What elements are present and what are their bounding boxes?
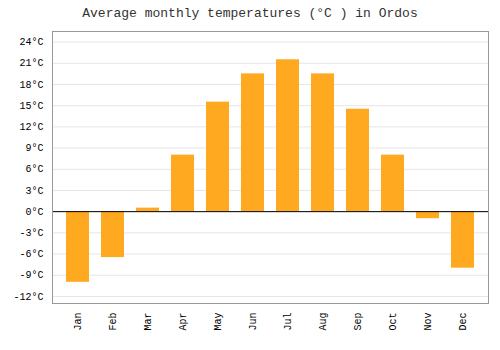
svg-text:Jun: Jun bbox=[248, 313, 259, 331]
svg-text:Mar: Mar bbox=[143, 313, 154, 331]
svg-text:0°C: 0°C bbox=[25, 207, 43, 218]
svg-text:Aug: Aug bbox=[318, 313, 329, 331]
svg-text:Oct: Oct bbox=[388, 313, 399, 331]
svg-text:6°C: 6°C bbox=[25, 164, 43, 175]
svg-text:-9°C: -9°C bbox=[19, 270, 43, 281]
svg-text:Feb: Feb bbox=[108, 313, 119, 331]
svg-text:-6°C: -6°C bbox=[19, 249, 43, 260]
svg-text:9°C: 9°C bbox=[25, 143, 43, 154]
svg-text:Sep: Sep bbox=[353, 313, 364, 331]
svg-text:Dec: Dec bbox=[458, 313, 469, 331]
svg-text:24°C: 24°C bbox=[19, 37, 43, 48]
svg-text:21°C: 21°C bbox=[19, 58, 43, 69]
svg-text:12°C: 12°C bbox=[19, 122, 43, 133]
svg-text:15°C: 15°C bbox=[19, 101, 43, 112]
svg-text:-3°C: -3°C bbox=[19, 228, 43, 239]
svg-text:May: May bbox=[213, 313, 224, 331]
svg-text:3°C: 3°C bbox=[25, 186, 43, 197]
svg-text:Jul: Jul bbox=[283, 313, 294, 331]
svg-text:-12°C: -12°C bbox=[13, 292, 43, 303]
svg-text:Jan: Jan bbox=[73, 313, 84, 331]
svg-text:18°C: 18°C bbox=[19, 80, 43, 91]
html-text:Average monthly temperatures (: Average monthly temperatures (°C ) in Or… bbox=[82, 6, 418, 21]
svg-text:Apr: Apr bbox=[178, 313, 189, 331]
svg-text:Nov: Nov bbox=[423, 313, 434, 331]
